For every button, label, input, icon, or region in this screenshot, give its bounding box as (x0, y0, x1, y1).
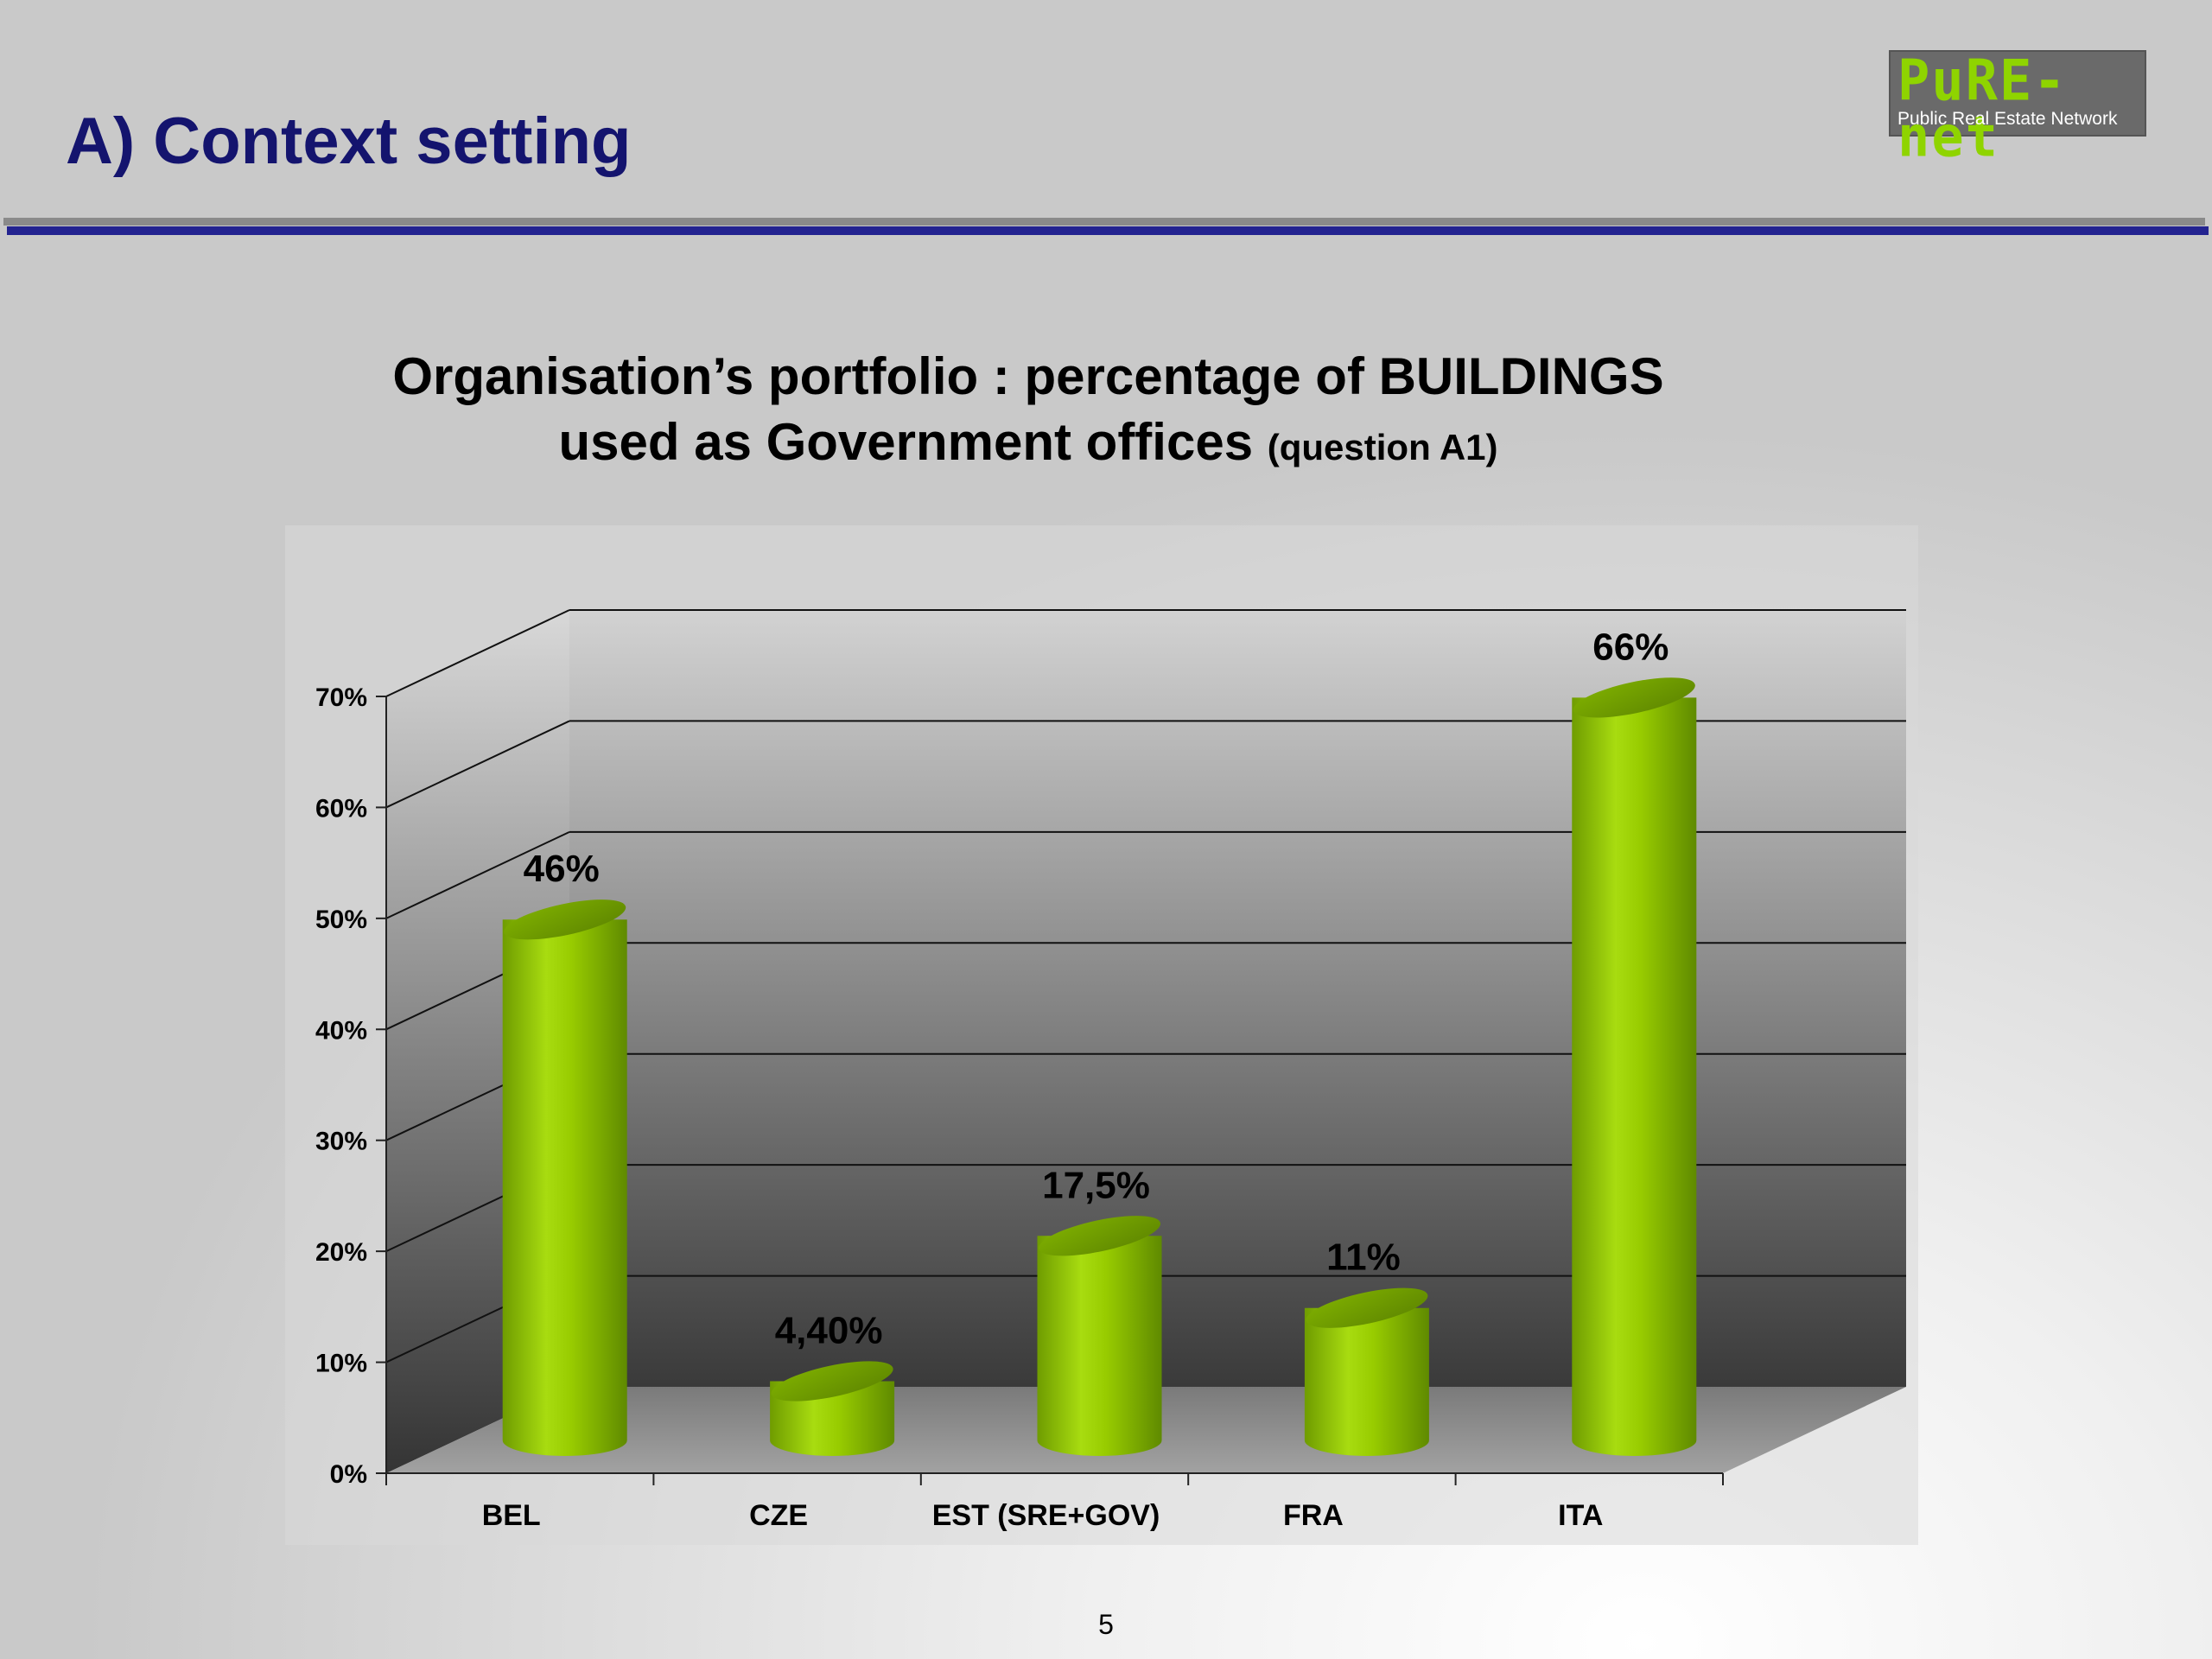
bar-bel (502, 899, 627, 1456)
bar-ita (1572, 677, 1697, 1456)
logo-mark: PuRE-net (1897, 47, 2068, 170)
data-label: 4,40% (775, 1309, 883, 1351)
bar-top (1573, 677, 1695, 718)
bar-fra (1304, 1287, 1429, 1456)
chart-title-line-1: Organisation’s portfolio : percentage of… (392, 347, 1664, 405)
bar-cze (770, 1361, 895, 1456)
bar-body (502, 919, 627, 1456)
bar-body (1572, 697, 1697, 1456)
x-tick-label: FRA (1283, 1499, 1344, 1532)
y-tick-label: 40% (315, 1016, 367, 1045)
gridline-side (385, 609, 570, 697)
title-divider-blue (7, 226, 2209, 235)
gridline-side (385, 720, 570, 809)
data-label: 46% (524, 848, 600, 890)
chart-title: Organisation’s portfolio : percentage of… (164, 344, 1892, 480)
x-tick-label: BEL (482, 1499, 541, 1532)
y-tick-label: 20% (315, 1238, 367, 1267)
y-tick-label: 50% (315, 906, 367, 934)
x-tick-label: ITA (1558, 1499, 1603, 1532)
data-label: 17,5% (1042, 1164, 1150, 1206)
bar-est-sre-gov (1037, 1216, 1162, 1456)
bar-top (771, 1361, 893, 1402)
bar-top (1306, 1287, 1428, 1328)
data-label: 66% (1592, 626, 1669, 668)
bar-body (1304, 1307, 1429, 1456)
page-number: 5 (1098, 1609, 1114, 1640)
gridline-side (385, 830, 570, 919)
chart-title-suffix: (question A1) (1267, 427, 1498, 467)
y-tick-label: 70% (315, 683, 367, 712)
y-tick-label: 0% (330, 1460, 367, 1489)
bar-top (504, 899, 626, 940)
chart-title-line-2: used as Government offices (558, 413, 1254, 471)
y-tick-label: 10% (315, 1350, 367, 1378)
back-wall (569, 610, 1906, 1387)
y-tick-label: 30% (315, 1128, 367, 1156)
bar-body (1037, 1236, 1162, 1456)
x-tick-label: EST (SRE+GOV) (932, 1499, 1160, 1532)
bar-top (1038, 1216, 1161, 1256)
y-tick-label: 60% (315, 794, 367, 823)
logo-subtitle: Public Real Estate Network (1897, 109, 2118, 129)
pure-net-logo: PuRE-net Public Real Estate Network (1889, 50, 2146, 165)
title-divider-gray (3, 218, 2205, 226)
x-tick-label: CZE (749, 1499, 808, 1532)
slide-title: A) Context setting (66, 105, 632, 178)
data-label: 11% (1326, 1236, 1401, 1279)
